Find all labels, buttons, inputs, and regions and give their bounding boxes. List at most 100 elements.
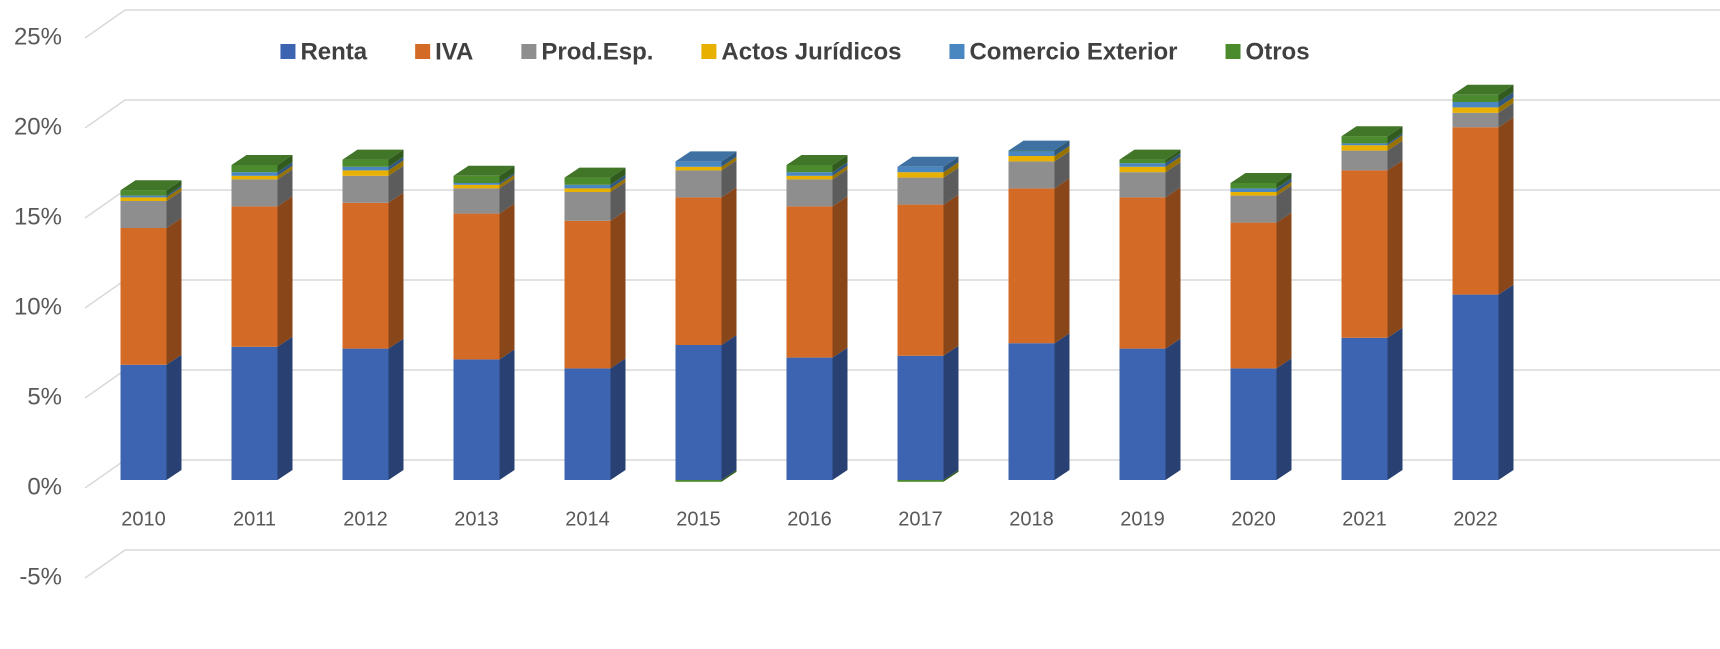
legend-swatch: [521, 44, 537, 59]
bar-side: [1387, 135, 1403, 151]
bar-segment: [1230, 222, 1277, 369]
bar-side: [1054, 178, 1070, 344]
bar-segment: [231, 172, 278, 176]
x-tick-label: 2011: [233, 508, 276, 530]
bar-segment: [1452, 127, 1499, 295]
bar-side: [1165, 149, 1181, 164]
bar-side: [721, 187, 737, 345]
x-tick-label: 2013: [454, 508, 499, 530]
bar-side: [1165, 156, 1181, 173]
bar-segment: [1119, 166, 1166, 173]
bar-side: [388, 156, 404, 171]
bar-segment: [1341, 143, 1388, 146]
bar-segment: [1119, 172, 1166, 198]
bar-segment: [564, 192, 611, 221]
bar-top: [120, 180, 182, 191]
y-tick-label: 0%: [27, 473, 62, 500]
bar-side: [1498, 92, 1514, 108]
bar-side: [832, 162, 848, 176]
bar-segment: [342, 175, 389, 203]
bar-segment: [1119, 197, 1166, 349]
x-tick-label: 2012: [343, 508, 388, 530]
legend-label: Prod.Esp.: [541, 38, 653, 65]
bar-side: [943, 470, 959, 482]
bar-side: [499, 173, 515, 185]
bar-side: [610, 182, 626, 221]
bar-side: [1054, 146, 1070, 162]
bar-side: [166, 354, 182, 480]
bar-segment: [897, 355, 944, 480]
bar-segment: [1452, 94, 1499, 102]
bar-segment: [120, 197, 167, 201]
legend-swatch: [949, 44, 965, 59]
bar-segment: [120, 364, 167, 480]
bar-segment: [1452, 294, 1499, 480]
bar-side: [277, 155, 293, 173]
bar-side: [1276, 358, 1292, 480]
bar-segment: [453, 184, 500, 189]
bar-segment: [1008, 150, 1055, 152]
bar-segment: [786, 175, 833, 180]
bar-segment: [1119, 348, 1166, 480]
bar-segment: [897, 166, 944, 173]
bar-side: [610, 178, 626, 192]
x-tick-label: 2020: [1231, 508, 1276, 530]
x-tick-label: 2019: [1120, 508, 1165, 530]
bar-segment: [231, 179, 278, 207]
bar-segment: [342, 159, 389, 167]
bar-side: [832, 165, 848, 180]
bar-segment: [120, 195, 167, 198]
bar-side: [610, 167, 626, 185]
bar-segment: [564, 177, 611, 185]
bar-side: [1498, 97, 1514, 113]
legend-label: Otros: [1246, 38, 1310, 65]
bar-segment: [453, 213, 500, 360]
x-tick-label: 2017: [898, 508, 943, 530]
bar-side: [1054, 140, 1070, 152]
bar-segment: [342, 202, 389, 349]
bar-segment: [1230, 368, 1277, 480]
bar-segment: [1341, 145, 1388, 151]
bar-side: [943, 167, 959, 205]
bar-side: [610, 210, 626, 369]
bar-segment: [786, 172, 833, 176]
bar-top: [564, 167, 626, 178]
bar-side: [1498, 284, 1514, 480]
bar-side: [832, 169, 848, 207]
bar-side: [388, 338, 404, 480]
y-tick-label: 5%: [27, 383, 62, 410]
bar-side: [1276, 185, 1292, 223]
bar-segment: [564, 184, 611, 189]
legend-label: Comercio Exterior: [969, 38, 1177, 65]
bar-side: [1387, 327, 1403, 480]
bar-side: [721, 156, 737, 171]
bar-side: [1498, 102, 1514, 128]
bar-side: [1054, 333, 1070, 480]
bar-side: [277, 336, 293, 480]
bar-side: [721, 151, 737, 167]
grid-line: [84, 549, 1720, 579]
bar-side: [166, 218, 182, 365]
bar-side: [277, 196, 293, 347]
bar-segment: [675, 197, 722, 345]
bar-side: [1498, 117, 1514, 295]
bar-side: [1387, 133, 1403, 146]
y-tick-label: 10%: [14, 293, 62, 320]
bar-side: [499, 349, 515, 480]
bar-side: [1276, 182, 1292, 196]
bar-segment: [342, 348, 389, 480]
bar-side: [943, 156, 959, 173]
bar-segment: [231, 346, 278, 480]
bar-side: [1387, 140, 1403, 171]
bar-top: [1230, 173, 1292, 183]
bar-segment: [1230, 183, 1277, 189]
bar-segment: [675, 480, 722, 482]
bar-side: [388, 160, 404, 176]
bar-side: [1498, 84, 1514, 102]
bar-top: [1119, 149, 1181, 160]
bar-segment: [1008, 188, 1055, 344]
x-tick-label: 2022: [1453, 508, 1498, 530]
bar-segment: [120, 228, 167, 365]
bar-segment: [231, 206, 278, 347]
